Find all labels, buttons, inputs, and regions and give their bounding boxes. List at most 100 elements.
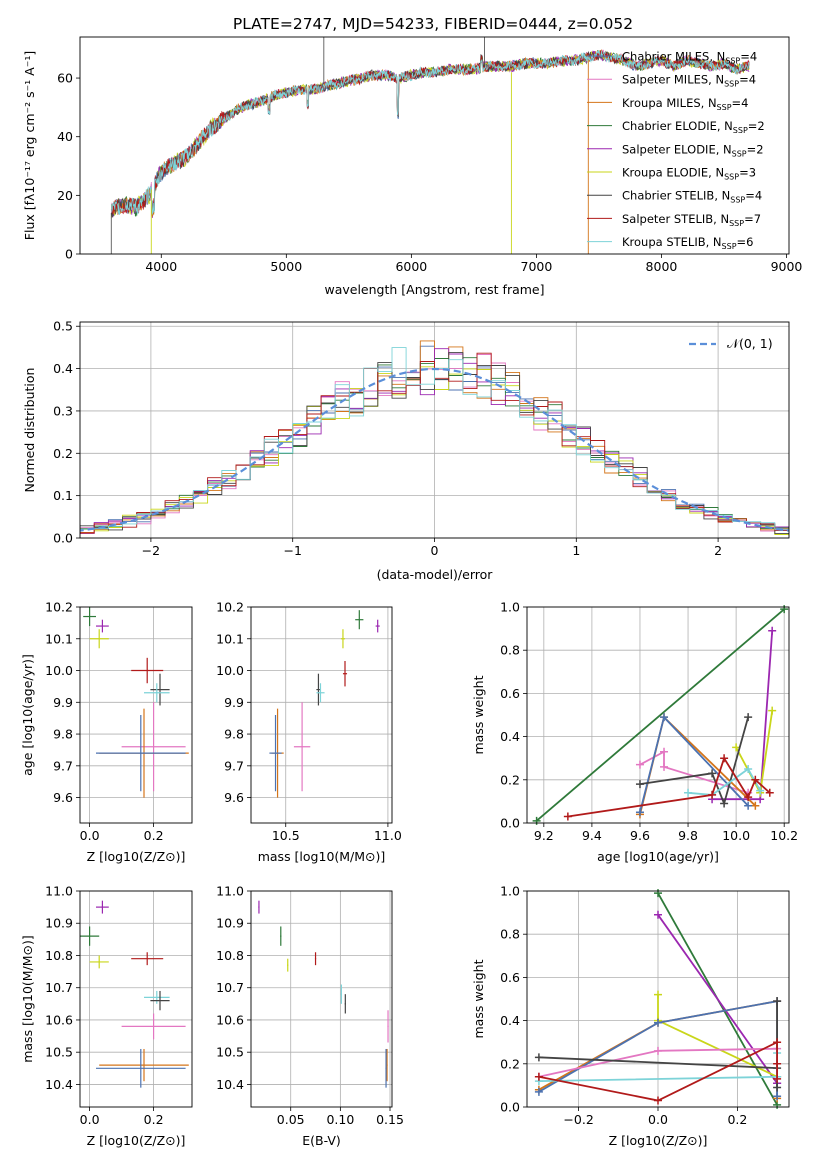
histograms xyxy=(80,340,789,536)
weight-marker xyxy=(708,790,717,799)
weight-line xyxy=(639,750,749,794)
y-tick-label: 10.8 xyxy=(216,948,244,963)
y-tick-label: 0.2 xyxy=(500,1056,520,1071)
y-axis-label: Flux [fλ10⁻¹⁷ erg cm⁻² s⁻¹ A⁻¹] xyxy=(22,51,37,240)
weight-marker xyxy=(768,626,777,635)
legend-label: 𝒩(0, 1) xyxy=(727,336,773,351)
x-tick-label: 10.0 xyxy=(722,828,750,843)
x-tick-label: 10.2 xyxy=(770,828,798,843)
x-tick-label: 9.8 xyxy=(678,828,698,843)
weight-marker xyxy=(684,788,693,797)
y-tick-label: 10.4 xyxy=(216,1077,244,1092)
weight-marker xyxy=(773,1038,782,1047)
legend-text: Chabrier ELODIE, N xyxy=(622,119,733,133)
y-tick-label: 10.7 xyxy=(216,980,244,995)
legend-sub: SSP xyxy=(732,149,747,158)
y-axis-label: age [log10(age/yr)] xyxy=(20,654,35,776)
weight-marker xyxy=(744,713,753,722)
legend-label: Salpeter ELODIE, NSSP=2 xyxy=(622,142,764,158)
y-tick-label: 10.0 xyxy=(216,663,244,678)
y-tick-label: 0.8 xyxy=(500,927,520,942)
x-tick-label: 0.10 xyxy=(326,1112,354,1127)
weight-line xyxy=(536,608,785,822)
legend-text: Chabrier STELIB, N xyxy=(622,189,730,203)
legend-label: Chabrier STELIB, NSSP=4 xyxy=(622,189,762,205)
errorbars xyxy=(83,607,189,798)
axes-frame xyxy=(79,321,790,539)
weight-marker xyxy=(765,788,774,797)
x-tick-label: −0.2 xyxy=(563,1112,593,1127)
x-tick-label: 0.2 xyxy=(144,828,164,843)
plot-area xyxy=(80,891,192,1107)
plot-area xyxy=(80,607,192,823)
legend-text: Chabrier MILES, N xyxy=(622,50,725,64)
y-tick-label: 10.9 xyxy=(45,916,73,931)
legend-sub: SSP xyxy=(724,80,739,89)
weight-line xyxy=(657,914,778,1084)
weight-marker xyxy=(654,1018,662,1027)
legend-text: Kroupa ELODIE, N xyxy=(622,166,724,180)
y-tick-label: 10.4 xyxy=(45,1077,73,1092)
x-tick-label: 9.6 xyxy=(630,828,650,843)
legend-text: =4 xyxy=(732,96,749,110)
y-tick-label: 9.6 xyxy=(53,790,73,805)
y-tick-label: 10.1 xyxy=(45,631,73,646)
y-axis-label: mass weight xyxy=(471,959,486,1038)
weight-marker xyxy=(773,1059,782,1068)
y-tick-label: 9.9 xyxy=(53,695,73,710)
y-tick-label: 11.0 xyxy=(45,884,73,899)
y-tick-label: 10.5 xyxy=(216,1045,244,1060)
legend-label: Kroupa STELIB, NSSP=6 xyxy=(622,235,753,251)
weight-marker xyxy=(756,786,765,795)
legend-label: Chabrier ELODIE, NSSP=2 xyxy=(622,119,765,135)
y-tick-label: 9.8 xyxy=(53,727,73,742)
weight-marker xyxy=(780,605,789,614)
y-tick-label: 0.1 xyxy=(53,488,73,503)
x-tick-label: 9.4 xyxy=(582,828,602,843)
legend-text: =4 xyxy=(739,73,756,87)
weight-marker xyxy=(773,1092,782,1101)
weight-marker xyxy=(532,816,541,825)
errorbars xyxy=(258,900,389,1088)
legend-sub: SSP xyxy=(730,196,745,205)
y-tick-label: 1.0 xyxy=(500,600,520,615)
weight-marker xyxy=(720,799,729,808)
x-tick-label: 7000 xyxy=(521,259,553,274)
y-tick-label: 10.6 xyxy=(216,1012,244,1027)
legend-label: Salpeter STELIB, NSSP=7 xyxy=(622,212,761,228)
x-tick-label: 9.2 xyxy=(534,828,554,843)
y-tick-label: 10.1 xyxy=(216,631,244,646)
weight-marker xyxy=(534,1087,543,1096)
y-tick-label: 0.0 xyxy=(500,1100,520,1115)
y-tick-label: 60 xyxy=(57,71,73,86)
legend-sub: SSP xyxy=(725,57,740,66)
y-tick-label: 9.7 xyxy=(53,758,73,773)
x-tick-label: 0.0 xyxy=(80,1112,100,1127)
x-axis-label: Z [log10(Z/Z⊙)] xyxy=(87,849,186,864)
axes-frame xyxy=(79,890,193,1108)
y-tick-label: 0.4 xyxy=(500,1013,520,1028)
weight-marker xyxy=(563,812,572,821)
weight-marker xyxy=(708,769,717,778)
spectrum-line xyxy=(110,50,750,215)
normal-curve xyxy=(80,367,789,532)
x-axis-label: mass [log10(M/M⊙)] xyxy=(258,849,386,864)
y-tick-label: 0 xyxy=(65,247,73,262)
weight-marker xyxy=(654,910,662,919)
legend-sub: SSP xyxy=(733,126,748,135)
x-tick-label: 10.5 xyxy=(272,828,300,843)
axes-frame xyxy=(250,606,393,824)
x-tick-label: 9000 xyxy=(771,259,803,274)
y-tick-label: 10.0 xyxy=(45,663,73,678)
y-tick-label: 10.8 xyxy=(45,948,73,963)
legend-text: =2 xyxy=(748,119,765,133)
histogram-steps xyxy=(80,347,789,534)
main-title: PLATE=2747, MJD=54233, FIBERID=0444, z=0… xyxy=(233,15,633,33)
y-tick-label: 0.8 xyxy=(500,643,520,658)
legend-text: =4 xyxy=(745,189,762,203)
legend-text: =2 xyxy=(747,142,764,156)
weight-marker xyxy=(744,793,753,802)
y-tick-label: 9.8 xyxy=(224,727,244,742)
x-tick-label: 11.0 xyxy=(374,828,402,843)
